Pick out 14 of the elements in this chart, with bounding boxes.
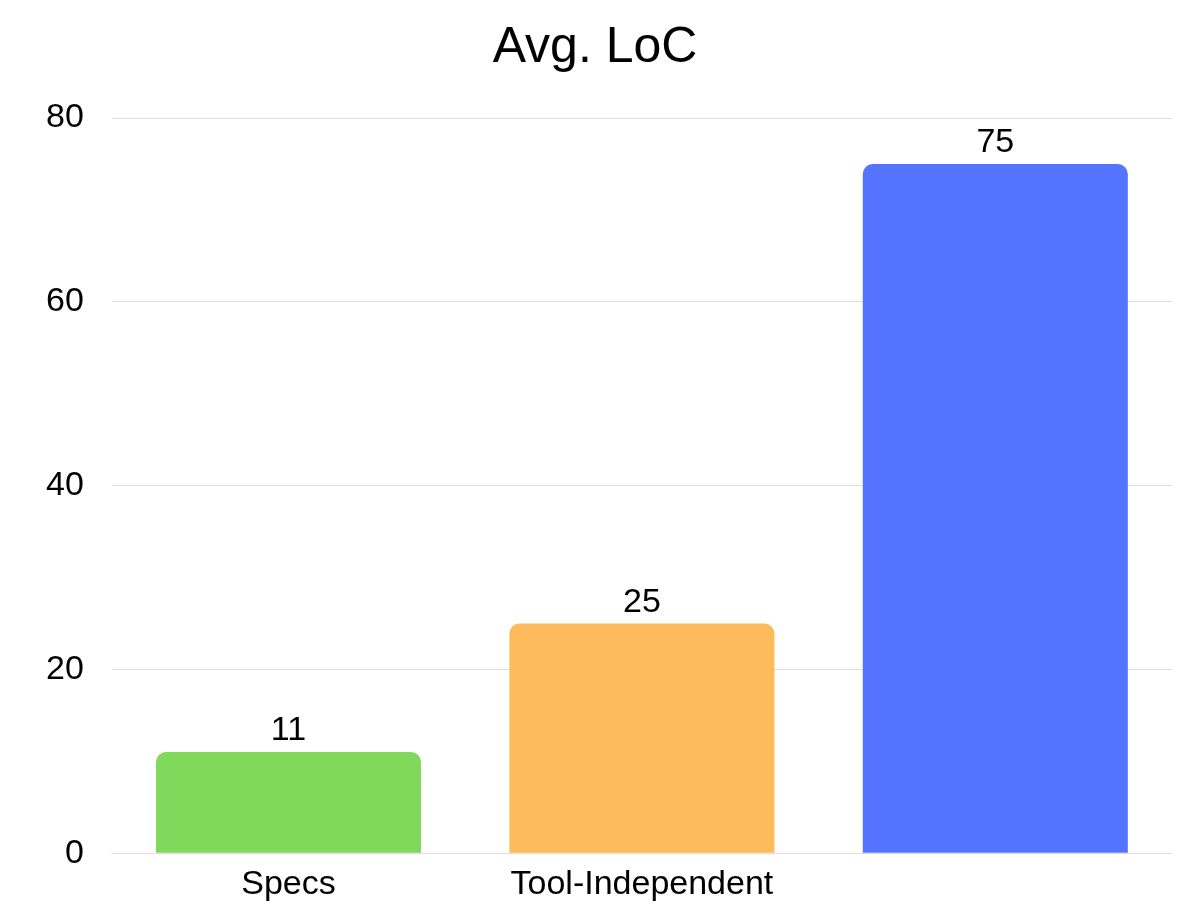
y-tick-label: 20 — [45, 647, 84, 686]
bar — [155, 752, 422, 853]
x-tick-label: Specs — [241, 862, 336, 901]
y-tick-label: 40 — [45, 463, 84, 502]
data-label: 25 — [623, 580, 661, 619]
data-label: 75 — [976, 121, 1015, 160]
x-tick-label: Tool-Independent — [510, 862, 774, 901]
chart-title: Avg. LoC — [492, 16, 698, 73]
bar — [862, 163, 1128, 853]
bar — [509, 623, 775, 853]
y-tick-label: 0 — [64, 831, 84, 870]
y-tick-label: 60 — [45, 280, 84, 319]
data-label: 11 — [270, 709, 307, 748]
y-tick-label: 80 — [45, 96, 84, 135]
